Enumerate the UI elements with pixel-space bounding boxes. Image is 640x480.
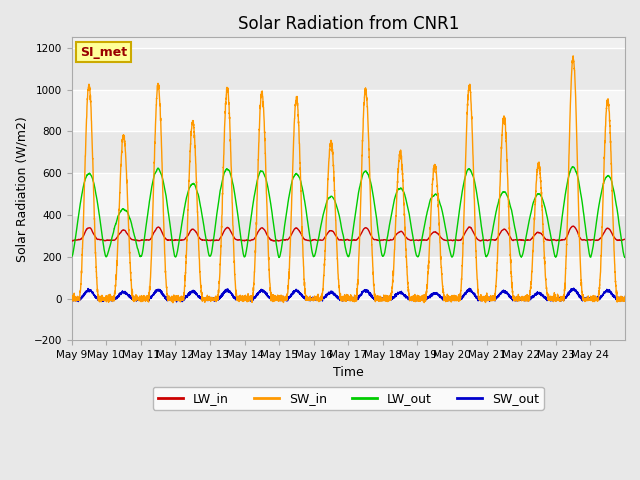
LW_out	[405, 211, 413, 216]
Text: SI_met: SI_met	[80, 46, 127, 59]
SW_in	[328, 147, 336, 153]
LW_out	[68, 253, 76, 259]
Bar	[72, 48, 625, 90]
Bar	[72, 173, 625, 215]
SW_out	[173, 299, 180, 305]
X-axis label: Time: Time	[333, 366, 364, 379]
LW_in	[87, 226, 95, 231]
SW_in	[87, 103, 95, 109]
Bar	[72, 215, 625, 257]
LW_out	[328, 193, 336, 199]
LW_in	[328, 228, 336, 234]
LW_out	[390, 198, 398, 204]
SW_out	[68, 295, 76, 301]
Legend: LW_in, SW_in, LW_out, SW_out: LW_in, SW_in, LW_out, SW_out	[153, 387, 544, 410]
SW_in	[68, 298, 76, 303]
SW_out	[87, 288, 95, 294]
SW_in	[390, 253, 398, 259]
Bar	[72, 257, 625, 299]
LW_in	[68, 238, 76, 243]
SW_in	[169, 300, 177, 306]
LW_in	[405, 237, 413, 243]
LW_out	[569, 164, 577, 169]
LW_in	[390, 235, 398, 240]
LW_out	[87, 172, 95, 178]
SW_out	[280, 297, 288, 302]
LW_in	[280, 237, 288, 243]
SW_in	[570, 53, 577, 59]
LW_in	[621, 236, 629, 242]
Y-axis label: Solar Radiation (W/m2): Solar Radiation (W/m2)	[15, 116, 28, 262]
LW_in	[569, 223, 577, 229]
SW_out	[390, 294, 398, 300]
LW_out	[280, 225, 288, 230]
SW_out	[570, 285, 577, 291]
LW_out	[621, 254, 629, 260]
SW_in	[490, 295, 498, 300]
SW_out	[405, 295, 413, 301]
LW_in	[270, 238, 278, 244]
Line: SW_out: SW_out	[72, 288, 625, 302]
Bar	[72, 299, 625, 340]
Title: Solar Radiation from CNR1: Solar Radiation from CNR1	[237, 15, 459, 33]
LW_out	[490, 221, 498, 227]
LW_out	[275, 254, 283, 260]
SW_out	[621, 298, 629, 304]
SW_out	[328, 289, 336, 295]
LW_in	[490, 237, 498, 243]
SW_out	[490, 296, 498, 302]
Line: LW_in: LW_in	[72, 226, 625, 241]
Line: LW_out: LW_out	[72, 167, 625, 257]
SW_in	[405, 292, 413, 298]
Bar	[72, 90, 625, 132]
Line: SW_in: SW_in	[72, 56, 625, 303]
SW_in	[280, 296, 288, 301]
Bar	[72, 132, 625, 173]
SW_in	[621, 293, 629, 299]
